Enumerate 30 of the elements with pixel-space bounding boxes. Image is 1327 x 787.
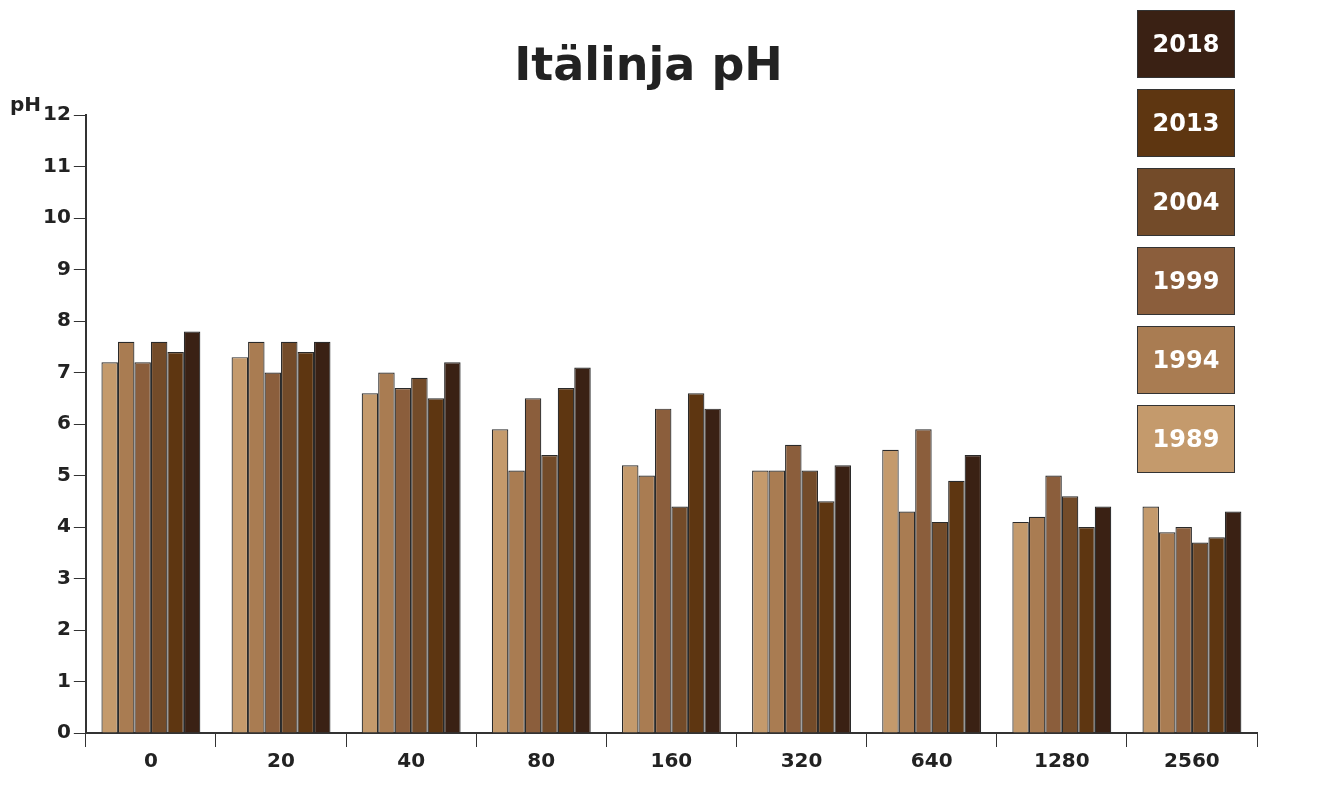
text: 1994 [1137, 326, 1235, 394]
y-tick-label: 12 [42, 101, 71, 126]
y-tick-label: 7 [56, 358, 71, 383]
y-tick-label: 11 [42, 152, 71, 177]
x-tick-label: 640 [910, 748, 953, 773]
y-tick-label: 8 [56, 307, 71, 332]
y-tick-label: 9 [56, 255, 71, 280]
x-tick-label: 40 [397, 748, 426, 773]
y-tick-label: 10 [42, 204, 71, 229]
text: 1999 [1137, 247, 1235, 315]
y-tick-label: 2 [56, 616, 71, 641]
y-tick-label: 0 [56, 719, 71, 744]
y-tick-label: 3 [56, 564, 71, 589]
x-tick-label: 20 [267, 748, 295, 773]
chart-title: Itälinja pH [514, 36, 783, 91]
x-tick-label: 160 [650, 748, 693, 773]
text: 2013 [1137, 89, 1235, 157]
x-tick-label: 80 [527, 748, 556, 773]
x-tick-label: 1280 [1033, 748, 1090, 773]
x-tick-label: 0 [143, 748, 158, 773]
y-tick-label: 4 [56, 513, 71, 538]
text: 1989 [1137, 405, 1235, 473]
y-tick-label: 6 [56, 410, 71, 435]
x-tick-label: 320 [780, 748, 823, 773]
x-tick-label: 2560 [1164, 748, 1220, 773]
text: 2004 [1137, 168, 1235, 236]
y-axis-title: pH [10, 92, 42, 116]
y-tick-label: 1 [56, 667, 71, 692]
text: 2018 [1137, 10, 1235, 78]
y-tick-label: 5 [56, 461, 71, 486]
